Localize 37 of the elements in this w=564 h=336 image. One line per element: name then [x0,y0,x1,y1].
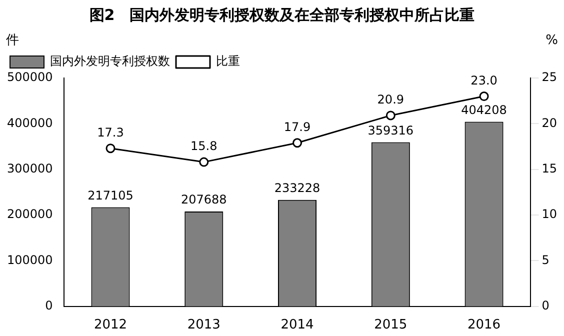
x-tick-label: 2013 [187,318,220,333]
data-label: 17.3 [97,125,124,140]
data-label: 217105 [88,188,134,202]
x-tick-label: 2016 [467,318,501,333]
y2-tick-label: 15 [542,161,558,176]
legend-label: 国内外发明专利授权数 [50,54,170,68]
data-label: 20.9 [377,92,404,107]
data-label: 15.8 [190,139,218,154]
data-label: 404208 [461,102,507,117]
data-label: 359316 [368,123,414,138]
x-tick-label: 2014 [280,318,314,333]
x-tick-label: 2012 [94,318,128,333]
y2-tick-label: 20 [542,116,558,130]
y-tick-label: 100000 [6,252,53,267]
y-axis-title: 件 [6,32,19,48]
chart-title: 图2 国内外发明专利授权数及在全部专利授权中所占比重 [88,5,476,26]
data-label: 233228 [274,180,320,195]
point [386,110,396,120]
y-tick-label: 200000 [6,207,53,222]
y2-tick-label: 0 [542,298,550,313]
y-tick-label: 400000 [6,116,53,130]
y-tick-label: 0 [45,298,53,313]
legend-label: 比重 [216,54,240,68]
y-tick-label: 300000 [6,161,53,176]
data-label: 23.0 [470,73,498,88]
point [479,92,489,102]
point [292,138,302,148]
x-tick-label: 2015 [374,318,408,333]
data-label: 207688 [180,192,227,207]
y2-tick-label: 10 [542,207,558,222]
point [199,157,209,167]
y2-tick-label: 5 [542,252,550,267]
y2-axis-title: % [546,32,558,48]
y2-tick-label: 25 [542,70,558,84]
y-tick-label: 500000 [6,70,53,84]
data-label: 17.9 [284,120,311,134]
point [106,144,116,154]
